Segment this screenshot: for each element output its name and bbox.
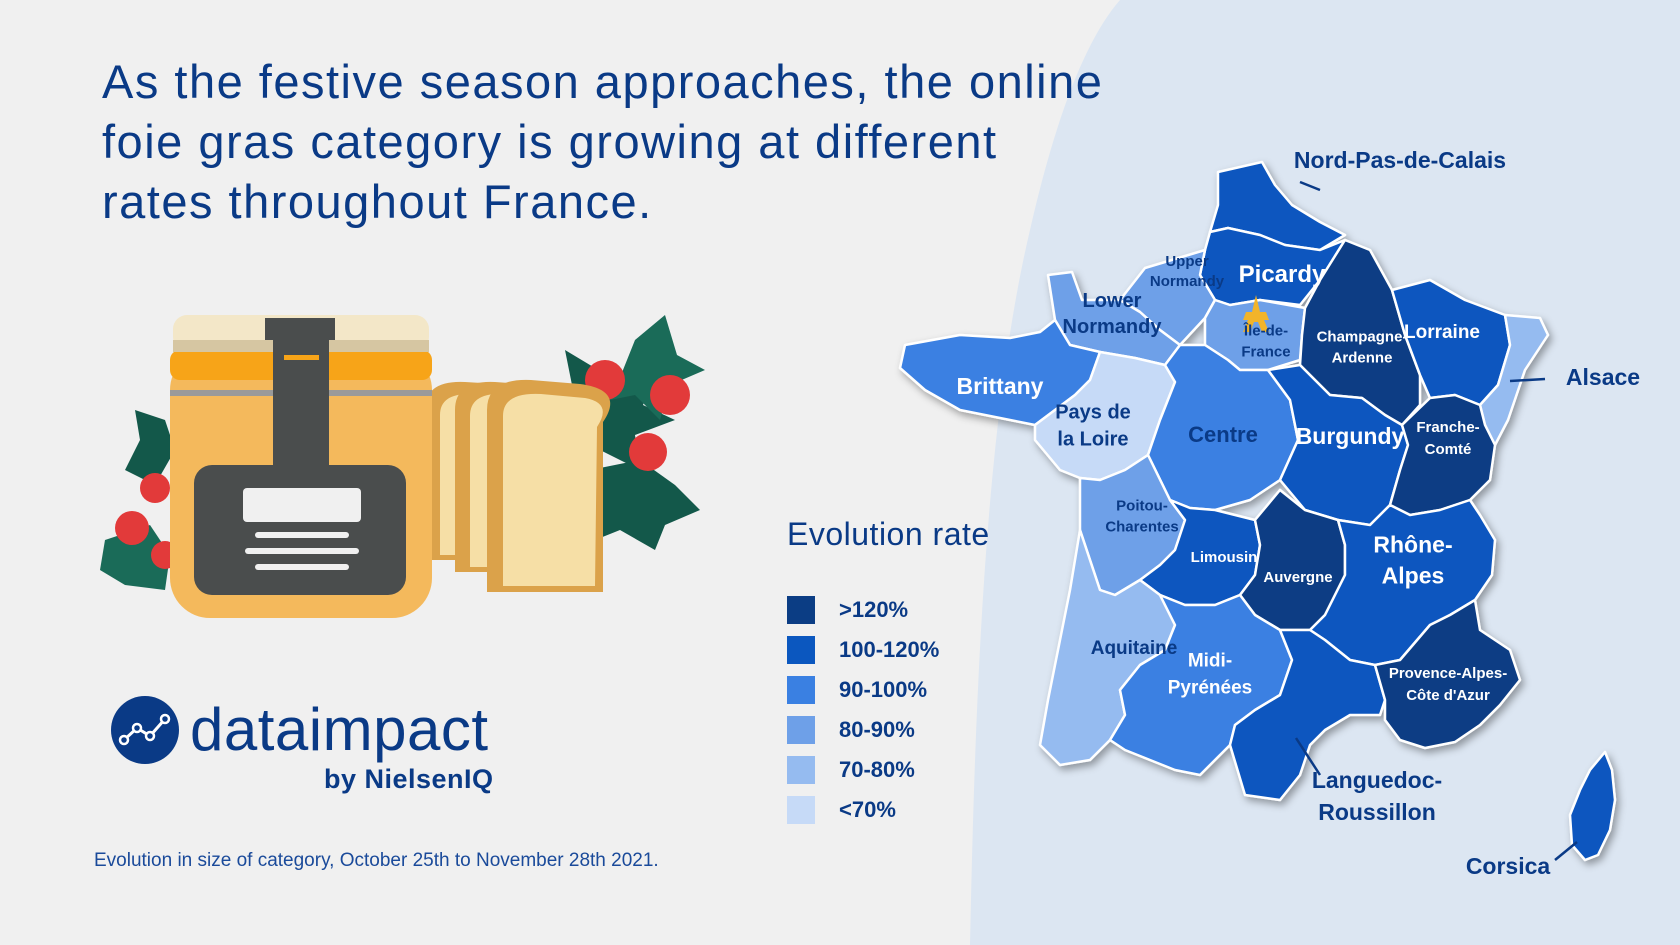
region-label-alsace: Alsace bbox=[1566, 364, 1640, 390]
legend-swatch bbox=[787, 676, 815, 704]
legend-label: 100-120% bbox=[839, 637, 940, 662]
region-label-brittany: Brittany bbox=[957, 373, 1044, 399]
region-label-champagne: Champagne-Ardenne bbox=[1317, 329, 1408, 367]
legend-label: >120% bbox=[839, 597, 909, 622]
region-label-idf: Île-de-France bbox=[1241, 322, 1290, 361]
legend-label: 80-90% bbox=[839, 717, 915, 742]
footnote-caption: Evolution in size of category, October 2… bbox=[94, 850, 659, 871]
legend-item: <70% bbox=[787, 790, 939, 830]
legend-label: 70-80% bbox=[839, 757, 915, 782]
legend-swatch bbox=[787, 756, 815, 784]
region-label-languedoc: Languedoc-Roussillon bbox=[1312, 767, 1442, 825]
legend-item: 70-80% bbox=[787, 750, 939, 790]
region-label-burgundy: Burgundy bbox=[1296, 423, 1405, 449]
legend-label: 90-100% bbox=[839, 677, 928, 702]
region-label-pays-loire: Pays de la Loire bbox=[1055, 402, 1131, 451]
headline-line-2: foie gras category is growing at differe… bbox=[102, 115, 998, 168]
legend-item: 90-100% bbox=[787, 670, 939, 710]
legend-title: Evolution rate bbox=[787, 516, 990, 552]
legend-swatch bbox=[787, 796, 815, 824]
legend-label: <70% bbox=[839, 797, 896, 822]
legend-item: 100-120% bbox=[787, 630, 939, 670]
region-franche bbox=[1388, 393, 1497, 517]
region-label-centre: Centre bbox=[1188, 422, 1258, 447]
legend-swatch bbox=[787, 716, 815, 744]
region-label-paca: Provence-Alpes-Côte d'Azur bbox=[1389, 665, 1507, 704]
logo-subtitle: by NielsenIQ bbox=[324, 764, 494, 794]
legend: >120% 100-120% 90-100% 80-90% 70-80% <70% bbox=[787, 590, 939, 830]
foie-gras-jar-icon bbox=[100, 315, 705, 618]
region-label-auvergne: Auvergne bbox=[1263, 569, 1332, 586]
headline: As the festive season approaches, the on… bbox=[102, 52, 1302, 232]
region-label-poitou: Poitou-Charentes bbox=[1105, 498, 1178, 536]
region-label-aquitaine: Aquitaine bbox=[1091, 638, 1178, 659]
region-paca bbox=[1373, 598, 1522, 750]
region-label-midi: Midi-Pyrénées bbox=[1168, 651, 1253, 699]
legend-swatch bbox=[787, 636, 815, 664]
eiffel-tower-icon bbox=[1243, 295, 1269, 332]
region-corsica bbox=[1568, 750, 1617, 862]
region-label-limousin: Limousin bbox=[1191, 549, 1258, 566]
region-label-corsica: Corsica bbox=[1466, 853, 1551, 879]
region-midi bbox=[1108, 593, 1294, 777]
legend-item: 80-90% bbox=[787, 710, 939, 750]
region-label-rhone: Rhône-Alpes bbox=[1373, 532, 1452, 589]
region-label-lower-normandy: Lower Normandy bbox=[1063, 290, 1163, 338]
headline-line-3: rates throughout France. bbox=[102, 175, 653, 228]
legend-swatch bbox=[787, 596, 815, 624]
legend-item: >120% bbox=[787, 590, 939, 630]
region-label-upper-normandy: Upper Normandy bbox=[1150, 253, 1225, 290]
region-label-franche: Franche-Comté bbox=[1416, 419, 1479, 458]
line-chart-icon bbox=[111, 696, 179, 764]
region-label-picardy: Picardy bbox=[1239, 261, 1326, 288]
region-languedoc bbox=[1228, 628, 1387, 802]
region-label-lorraine: Lorraine bbox=[1404, 322, 1480, 343]
region-label-nord: Nord-Pas-de-Calais bbox=[1294, 147, 1506, 173]
logo-wordmark: dataimpact bbox=[190, 696, 489, 763]
headline-line-1: As the festive season approaches, the on… bbox=[102, 55, 1104, 108]
